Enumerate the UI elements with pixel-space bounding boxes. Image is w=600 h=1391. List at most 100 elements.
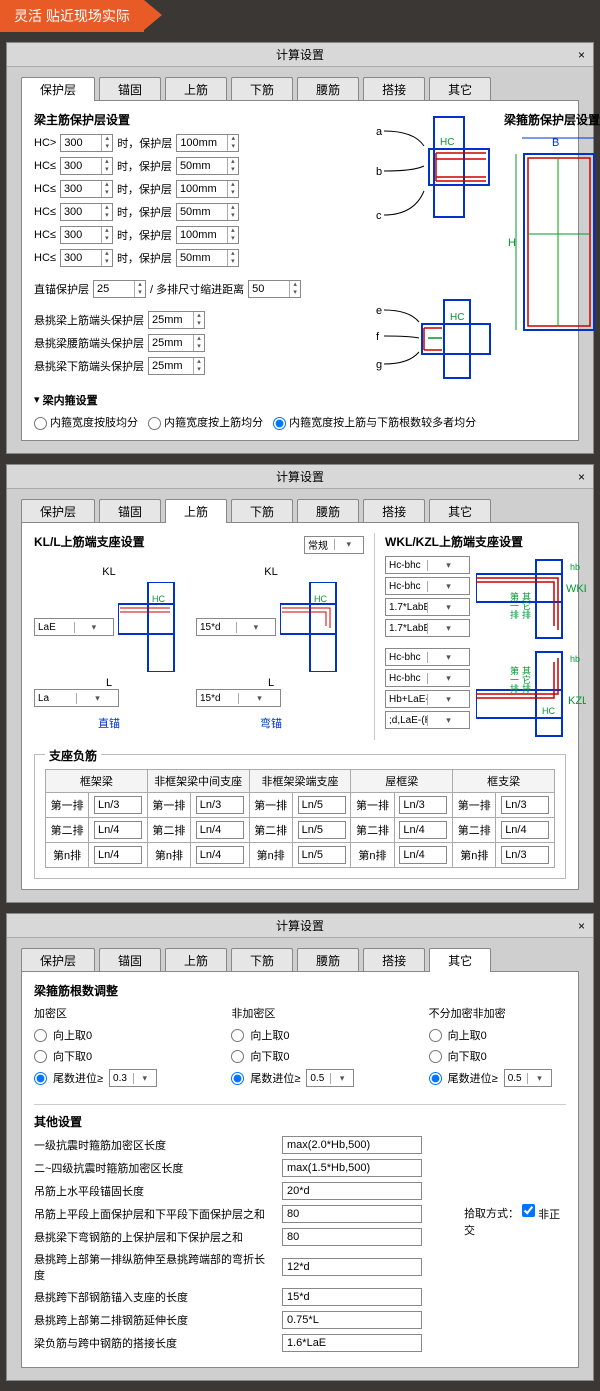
la-combo[interactable]: La▾ [34, 689, 119, 707]
spin[interactable]: ▴▾ [176, 203, 239, 221]
field-input[interactable] [282, 1258, 422, 1276]
tab-xiajin[interactable]: 下筋 [231, 499, 293, 523]
spin-input[interactable] [177, 181, 227, 197]
spin-up-icon[interactable]: ▴ [228, 181, 238, 189]
spin-up-icon[interactable]: ▴ [228, 158, 238, 166]
field-input[interactable] [282, 1159, 422, 1177]
tab-maogu[interactable]: 锚固 [99, 499, 161, 523]
spin-up-icon[interactable]: ▴ [102, 135, 112, 143]
neg-input[interactable] [298, 846, 346, 864]
neg-input[interactable] [501, 846, 549, 864]
tab-baohuceng[interactable]: 保护层 [21, 948, 95, 972]
kzl-combo[interactable]: ;d,LaE-(Hc-bhc))▾ [385, 711, 470, 729]
spin[interactable]: ▴▾ [60, 180, 113, 198]
kzl-combo[interactable]: Hc-bhc▾ [385, 648, 470, 666]
adjust-radio[interactable] [429, 1029, 442, 1042]
spin-input[interactable] [61, 204, 101, 220]
neg-input[interactable] [399, 821, 447, 839]
spin-down-icon[interactable]: ▾ [228, 143, 238, 151]
kzl-combo[interactable]: Hc-bhc▾ [385, 669, 470, 687]
zhi-spin[interactable]: ▴▾ [93, 280, 146, 298]
radio[interactable] [34, 417, 47, 430]
wkl-combo[interactable]: Hc-bhc▾ [385, 577, 470, 595]
spin-up-icon[interactable]: ▴ [102, 158, 112, 166]
spin-input[interactable] [61, 227, 101, 243]
spin-input[interactable] [61, 158, 101, 174]
tail-combo[interactable]: 0.5▾ [306, 1069, 354, 1087]
spin[interactable]: ▴▾ [176, 226, 239, 244]
tab-shangjin[interactable]: 上筋 [165, 948, 227, 972]
spin-down-icon[interactable]: ▾ [135, 289, 145, 297]
spin[interactable]: ▴▾ [148, 334, 205, 352]
adjust-radio[interactable] [34, 1072, 47, 1085]
spin-up-icon[interactable]: ▴ [290, 281, 300, 289]
tab-yaojin[interactable]: 腰筋 [297, 77, 359, 101]
close-icon[interactable]: × [578, 48, 585, 62]
spin[interactable]: ▴▾ [60, 134, 113, 152]
lae-combo[interactable]: LaE▾ [34, 618, 114, 636]
tail-combo[interactable]: 0.3▾ [109, 1069, 157, 1087]
spin-down-icon[interactable]: ▾ [228, 258, 238, 266]
tab-dajie[interactable]: 搭接 [363, 499, 425, 523]
close-icon[interactable]: × [578, 919, 585, 933]
spin-input[interactable] [177, 250, 227, 266]
field-input[interactable] [282, 1311, 422, 1329]
spin-up-icon[interactable]: ▴ [228, 250, 238, 258]
adjust-radio[interactable] [231, 1029, 244, 1042]
spin-up-icon[interactable]: ▴ [228, 204, 238, 212]
spin-down-icon[interactable]: ▾ [194, 343, 204, 351]
tab-shangjin[interactable]: 上筋 [165, 499, 227, 523]
pickup-checkbox[interactable] [522, 1204, 535, 1217]
adjust-radio[interactable] [231, 1050, 244, 1063]
neg-input[interactable] [501, 821, 549, 839]
spin-down-icon[interactable]: ▾ [194, 320, 204, 328]
neg-input[interactable] [94, 846, 142, 864]
tab-yaojin[interactable]: 腰筋 [297, 948, 359, 972]
spin-up-icon[interactable]: ▴ [102, 181, 112, 189]
tail-combo[interactable]: 0.5▾ [504, 1069, 552, 1087]
spin-down-icon[interactable]: ▾ [102, 189, 112, 197]
spin-input[interactable] [149, 358, 193, 374]
suojin-input[interactable] [249, 281, 289, 297]
tab-baohuceng[interactable]: 保护层 [21, 499, 95, 523]
inner-radio-opt[interactable]: 内箍宽度按上筋与下筋根数较多者均分 [273, 414, 476, 430]
tab-baohuceng[interactable]: 保护层 [21, 77, 95, 101]
spin-up-icon[interactable]: ▴ [102, 204, 112, 212]
spin-down-icon[interactable]: ▾ [194, 366, 204, 374]
tab-maogu[interactable]: 锚固 [99, 77, 161, 101]
spin-up-icon[interactable]: ▴ [228, 135, 238, 143]
spin-input[interactable] [177, 227, 227, 243]
radio[interactable] [148, 417, 161, 430]
spin-input[interactable] [149, 312, 193, 328]
spin-down-icon[interactable]: ▾ [102, 212, 112, 220]
tab-xiajin[interactable]: 下筋 [231, 77, 293, 101]
spin-up-icon[interactable]: ▴ [194, 335, 204, 343]
spin[interactable]: ▴▾ [60, 249, 113, 267]
neg-input[interactable] [196, 821, 244, 839]
spin-input[interactable] [177, 135, 227, 151]
spin-down-icon[interactable]: ▾ [102, 166, 112, 174]
adjust-radio[interactable] [429, 1072, 442, 1085]
close-icon[interactable]: × [578, 470, 585, 484]
neg-input[interactable] [196, 846, 244, 864]
spin-up-icon[interactable]: ▴ [194, 358, 204, 366]
inner-radio-opt[interactable]: 内箍宽度按肢均分 [34, 414, 138, 430]
spin-down-icon[interactable]: ▾ [228, 166, 238, 174]
tab-qita[interactable]: 其它 [429, 948, 491, 972]
tab-maogu[interactable]: 锚固 [99, 948, 161, 972]
wkl-combo[interactable]: 1.7*LabE▾ [385, 598, 470, 616]
field-input[interactable] [282, 1182, 422, 1200]
spin[interactable]: ▴▾ [60, 226, 113, 244]
spin-up-icon[interactable]: ▴ [228, 227, 238, 235]
mode-combo[interactable]: 常规▾ [304, 536, 364, 554]
tab-qita[interactable]: 其它 [429, 77, 491, 101]
spin[interactable]: ▴▾ [176, 180, 239, 198]
spin-down-icon[interactable]: ▾ [228, 212, 238, 220]
15d-combo-2[interactable]: 15*d▾ [196, 689, 281, 707]
spin-down-icon[interactable]: ▾ [102, 258, 112, 266]
kzl-combo[interactable]: Hb+LaE-100▾ [385, 690, 470, 708]
neg-input[interactable] [501, 796, 549, 814]
wkl-combo[interactable]: Hc-bhc▾ [385, 556, 470, 574]
spin[interactable]: ▴▾ [176, 249, 239, 267]
spin-input[interactable] [61, 250, 101, 266]
